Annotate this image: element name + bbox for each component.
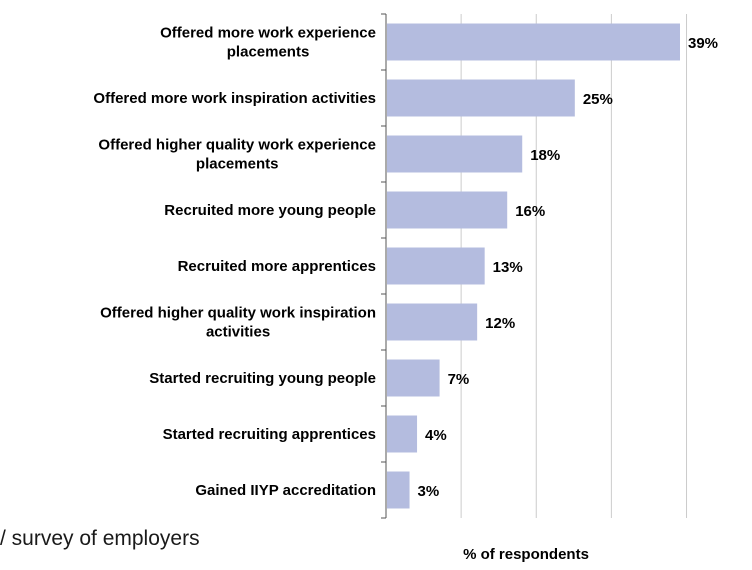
y-axis xyxy=(381,13,387,519)
value-label: 39% xyxy=(688,35,718,52)
bar xyxy=(387,247,485,285)
category-label: Offered higher quality work inspiration a… xyxy=(100,305,376,341)
category-label: Recruited more apprentices xyxy=(178,258,376,275)
value-label: 25% xyxy=(583,91,613,108)
footnote: / survey of employers xyxy=(0,527,200,550)
category-label: Offered higher quality work experience pl… xyxy=(98,137,376,173)
bar xyxy=(387,79,575,117)
category-label: Started recruiting apprentices xyxy=(163,426,376,443)
bar xyxy=(387,471,410,509)
category-label: Started recruiting young people xyxy=(149,370,376,387)
value-label: 4% xyxy=(425,427,447,444)
category-label: Offered more work inspiration activities xyxy=(93,90,376,107)
category-label: Gained IIYP accreditation xyxy=(195,482,376,499)
bar xyxy=(387,135,523,173)
bar xyxy=(387,191,508,229)
category-labels: Offered more work experience placements Of… xyxy=(93,25,376,500)
value-label: 7% xyxy=(448,371,470,388)
value-label: 16% xyxy=(515,203,545,220)
category-label: Recruited more young people xyxy=(164,202,376,219)
value-label: 13% xyxy=(493,259,523,276)
x-axis-title: % of respondents xyxy=(463,546,589,563)
value-label: 3% xyxy=(418,483,440,500)
bar xyxy=(387,359,440,397)
bar xyxy=(387,415,418,453)
value-labels: 39% 25% 18% 16% 13% 12% 7% 4% 3% xyxy=(418,35,718,500)
category-label: Offered more work experience placements xyxy=(160,25,376,61)
bars xyxy=(387,23,680,509)
value-label: 18% xyxy=(530,147,560,164)
value-label: 12% xyxy=(485,315,515,332)
bar xyxy=(387,303,478,341)
bar xyxy=(387,23,680,61)
